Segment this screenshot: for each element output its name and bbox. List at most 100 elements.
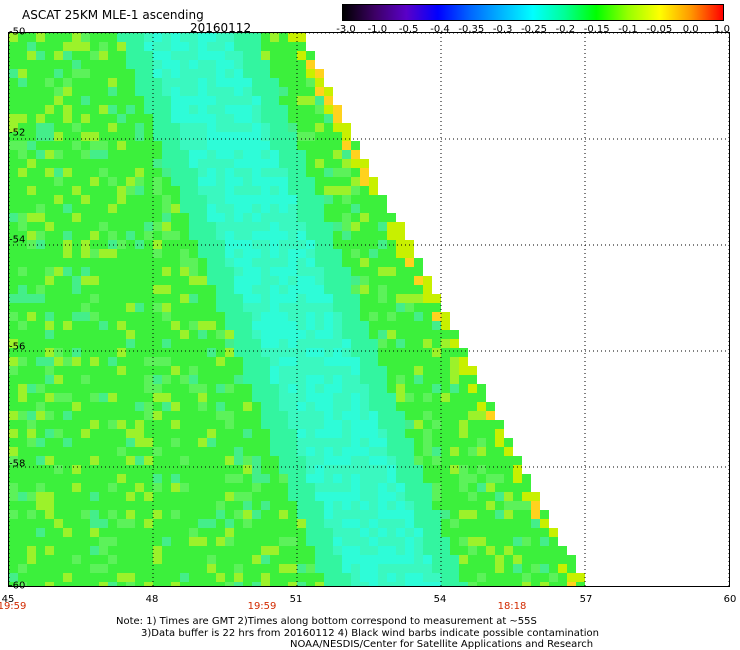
swath-cell — [216, 393, 225, 402]
note-line-2: 3)Data buffer is 22 hrs from 20160112 4)… — [141, 628, 599, 639]
swath-cell — [306, 519, 315, 528]
swath-cell — [27, 60, 36, 69]
swath-cell — [171, 258, 180, 267]
swath-cell — [324, 384, 333, 393]
swath-cell — [396, 582, 405, 586]
swath-cell — [432, 447, 441, 456]
swath-cell — [126, 582, 135, 586]
swath-cell — [63, 276, 72, 285]
swath-cell — [450, 483, 459, 492]
swath-cell — [324, 447, 333, 456]
swath-cell — [36, 294, 45, 303]
swath-cell — [432, 474, 441, 483]
swath-cell — [180, 312, 189, 321]
swath-cell — [189, 546, 198, 555]
swath-cell — [216, 285, 225, 294]
swath-cell — [387, 276, 396, 285]
swath-cell — [9, 96, 18, 105]
swath-cell — [153, 339, 162, 348]
swath-cell — [297, 375, 306, 384]
swath-cell — [171, 132, 180, 141]
swath-cell — [270, 123, 279, 132]
swath-cell — [405, 375, 414, 384]
swath-cell — [360, 420, 369, 429]
swath-cell — [72, 168, 81, 177]
swath-cell — [36, 168, 45, 177]
swath-cell — [171, 33, 180, 42]
swath-cell — [324, 195, 333, 204]
swath-cell — [360, 528, 369, 537]
swath-cell — [90, 168, 99, 177]
swath-cell — [324, 321, 333, 330]
swath-cell — [126, 87, 135, 96]
swath-cell — [423, 285, 432, 294]
swath-cell — [333, 186, 342, 195]
swath-cell — [27, 249, 36, 258]
swath-cell — [333, 195, 342, 204]
swath-cell — [297, 132, 306, 141]
swath-cell — [423, 357, 432, 366]
swath-cell — [252, 105, 261, 114]
swath-cell — [54, 411, 63, 420]
swath-cell — [99, 96, 108, 105]
swath-cell — [189, 33, 198, 42]
swath-cell — [90, 456, 99, 465]
swath-cell — [441, 456, 450, 465]
swath-cell — [306, 465, 315, 474]
swath-cell — [279, 87, 288, 96]
swath-cell — [369, 429, 378, 438]
swath-cell — [207, 483, 216, 492]
swath-cell — [270, 69, 279, 78]
swath-cell — [180, 402, 189, 411]
swath-cell — [252, 474, 261, 483]
swath-cell — [117, 267, 126, 276]
swath-cell — [90, 546, 99, 555]
swath-cell — [18, 168, 27, 177]
swath-cell — [270, 285, 279, 294]
swath-cell — [396, 420, 405, 429]
swath-cell — [180, 510, 189, 519]
swath-cell — [315, 150, 324, 159]
swath-cell — [243, 330, 252, 339]
swath-cell — [18, 456, 27, 465]
swath-cell — [432, 393, 441, 402]
swath-cell — [450, 447, 459, 456]
swath-cell — [198, 42, 207, 51]
swath-cell — [261, 51, 270, 60]
swath-cell — [108, 555, 117, 564]
swath-cell — [225, 330, 234, 339]
swath-cell — [432, 375, 441, 384]
swath-cell — [171, 402, 180, 411]
swath-cell — [351, 330, 360, 339]
swath-cell — [378, 195, 387, 204]
swath-cell — [324, 267, 333, 276]
swath-cell — [414, 438, 423, 447]
swath-cell — [162, 168, 171, 177]
swath-cell — [207, 492, 216, 501]
swath-cell — [90, 51, 99, 60]
swath-cell — [423, 546, 432, 555]
swath-cell — [378, 240, 387, 249]
swath-cell — [351, 582, 360, 586]
swath-cell — [297, 411, 306, 420]
swath-cell — [36, 123, 45, 132]
swath-cell — [279, 240, 288, 249]
swath-cell — [270, 339, 279, 348]
swath-cell — [342, 276, 351, 285]
swath-cell — [468, 393, 477, 402]
swath-cell — [378, 204, 387, 213]
swath-cell — [513, 582, 522, 586]
swath-cell — [216, 438, 225, 447]
swath-cell — [216, 492, 225, 501]
swath-cell — [333, 510, 342, 519]
swath-cell — [144, 402, 153, 411]
swath-cell — [333, 546, 342, 555]
swath-cell — [126, 429, 135, 438]
swath-cell — [117, 294, 126, 303]
swath-cell — [270, 501, 279, 510]
swath-cell — [36, 141, 45, 150]
swath-cell — [63, 222, 72, 231]
swath-cell — [27, 519, 36, 528]
swath-cell — [9, 573, 18, 582]
swath-cell — [378, 321, 387, 330]
